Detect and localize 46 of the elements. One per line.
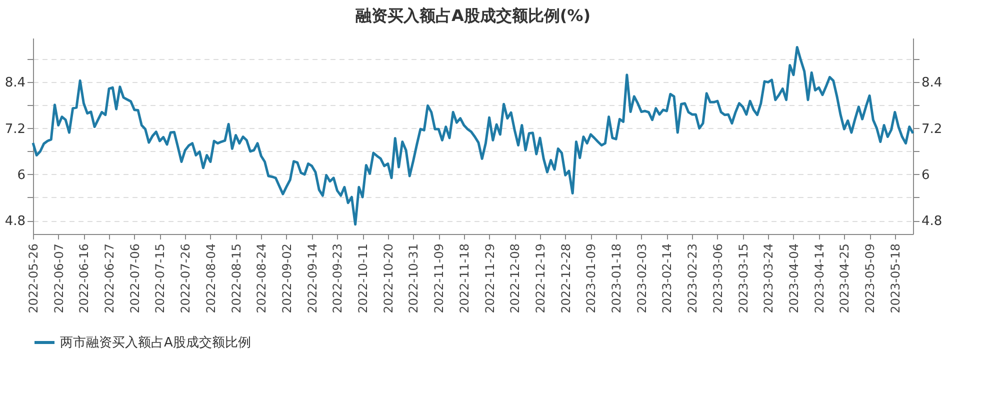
x-tick-label: 2022-09-23: [330, 244, 345, 314]
x-tick-label: 2022-09-14: [305, 244, 320, 314]
x-tick-label: 2022-06-27: [102, 244, 117, 314]
y2-tick-label: 6: [922, 168, 930, 183]
x-tick-label: 2023-05-18: [888, 244, 902, 314]
y2-tick-label: 7.2: [922, 122, 942, 137]
x-tick-label: 2022-08-24: [254, 244, 269, 314]
x-tick-label: 2022-11-18: [457, 244, 472, 314]
x-tick-label: 2023-01-09: [584, 244, 598, 314]
x-tick-label: 2022-06-07: [52, 244, 66, 314]
x-tick-label: 2023-01-18: [610, 244, 624, 314]
legend-label: 两市融资买入额占A股成交额比例: [60, 334, 251, 350]
x-tick-label: 2022-05-26: [26, 244, 40, 314]
x-tick-label: 2023-02-03: [634, 244, 649, 314]
x-tick-label: 2022-10-20: [381, 244, 396, 314]
x-tick-label: 2023-04-14: [812, 244, 826, 314]
y2-tick-label: 8.4: [922, 76, 942, 91]
x-tick-label: 2023-03-15: [736, 244, 750, 314]
y2-tick-label: 4.8: [922, 214, 942, 230]
x-tick-label: 2022-12-19: [533, 244, 548, 314]
x-tick-label: 2022-08-15: [229, 244, 244, 314]
x-tick-label: 2023-04-25: [838, 244, 852, 314]
x-tick-label: 2022-08-04: [204, 244, 218, 314]
x-tick-label: 2022-10-31: [406, 244, 421, 314]
x-tick-label: 2022-07-15: [153, 244, 168, 314]
x-tick-label: 2022-09-02: [280, 244, 294, 314]
y-tick-label: 7.2: [4, 122, 26, 137]
x-tick-label: 2022-10-11: [356, 244, 370, 314]
y-tick-label: 6: [17, 168, 26, 183]
x-tick-label: 2023-02-14: [660, 244, 674, 314]
x-tick-label: 2023-03-06: [710, 244, 725, 314]
x-tick-label: 2023-03-24: [762, 244, 776, 314]
x-tick-label: 2023-04-04: [786, 244, 801, 314]
chart-title: 融资买入额占A股成交额比例(%): [355, 6, 591, 25]
y-tick-label: 4.8: [4, 214, 26, 230]
x-tick-label: 2022-12-08: [508, 244, 522, 314]
x-tick-label: 2022-07-06: [128, 244, 142, 314]
x-tick-label: 2022-11-29: [482, 244, 497, 314]
x-tick-label: 2022-06-16: [77, 244, 92, 314]
line-series: [32, 46, 914, 226]
x-tick-label: 2023-02-23: [686, 244, 700, 314]
x-tick-label: 2023-05-09: [863, 244, 878, 314]
y-tick-label: 8.4: [4, 76, 26, 91]
x-tick-label: 2022-12-28: [558, 244, 573, 314]
x-tick-label: 2022-07-26: [178, 244, 193, 314]
x-tick-label: 2022-11-09: [432, 244, 446, 314]
